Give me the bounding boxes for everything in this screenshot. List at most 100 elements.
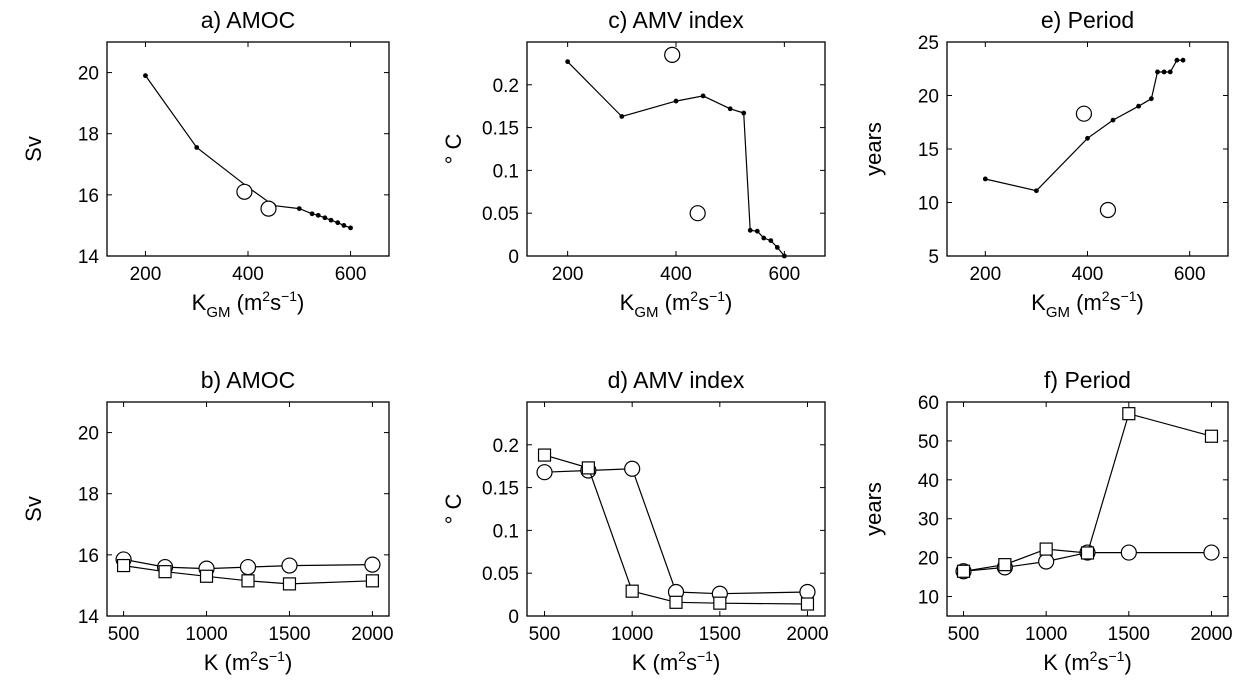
data-point-square: [241, 574, 255, 588]
y-tick-label: 18: [78, 125, 99, 146]
x-axis-label: KGM (m2s−1): [620, 288, 733, 321]
y-tick-label: 30: [918, 510, 939, 531]
y-tick-label: 50: [918, 432, 939, 453]
chart-title: c) AMV index: [608, 7, 744, 33]
data-point-square: [581, 461, 595, 475]
y-tick-label: 20: [78, 64, 99, 85]
y-tick-label: 20: [78, 424, 99, 445]
data-point-circle: [536, 464, 553, 481]
data-point-dot: [348, 225, 353, 231]
data-point-square: [800, 597, 815, 611]
data-point-dot: [747, 227, 753, 233]
series-line: [145, 75, 351, 229]
plot-frame: [526, 41, 826, 257]
x-tick-label: 400: [232, 264, 264, 285]
data-point-dot: [741, 110, 747, 116]
y-tick-label: 40: [918, 471, 939, 492]
x-axis-label: KGM (m2s−1): [1031, 288, 1144, 321]
x-axis-label: K (m2s−1): [1043, 648, 1132, 675]
data-point-dot: [1155, 69, 1160, 75]
series-0: [982, 57, 1186, 194]
data-point-dot: [1110, 117, 1116, 123]
data-point-circle: [1075, 105, 1093, 122]
chart-title: d) AMV index: [608, 367, 745, 393]
data-point-square: [998, 558, 1012, 572]
series-1: [664, 46, 706, 222]
y-axis-label: Sv: [21, 136, 46, 162]
x-tick-label: 1500: [699, 624, 741, 645]
x-tick-label: 200: [552, 264, 584, 285]
data-point-square: [669, 595, 683, 609]
x-axis-label: KGM (m2s−1): [192, 288, 305, 321]
data-point-circle: [624, 460, 641, 477]
y-tick-label: 0: [508, 607, 519, 628]
y-tick-label: 0.15: [482, 119, 519, 140]
data-point-circle: [1120, 544, 1137, 561]
y-axis-label: Sv: [21, 496, 46, 522]
series-1: [956, 407, 1219, 578]
data-point-dot: [1085, 135, 1090, 141]
y-tick-label: 60: [918, 393, 939, 414]
x-tick-label: 500: [948, 624, 980, 645]
x-tick-label: 1000: [1025, 624, 1067, 645]
data-point-dot: [335, 220, 341, 226]
data-point-dot: [341, 223, 347, 228]
x-tick-label: 2000: [786, 624, 828, 645]
data-point-dot: [754, 228, 760, 234]
data-point-dot: [774, 245, 780, 250]
series-1: [537, 448, 815, 611]
x-tick-label: 500: [108, 624, 140, 645]
x-tick-label: 2000: [351, 624, 393, 645]
series-1: [236, 183, 277, 217]
series-line: [567, 61, 785, 257]
data-point-square: [158, 565, 172, 579]
data-point-dot: [1148, 96, 1154, 102]
chart-title: b) AMOC: [201, 367, 296, 393]
chart-panel-d: d) AMV index 500 1000 1500 2000 0 0.05 0.1 0.15 0…: [441, 367, 829, 675]
data-point-square: [199, 569, 214, 583]
series-1: [1075, 105, 1117, 219]
chart-title: e) Period: [1041, 7, 1134, 33]
chart-panel-f: f) Period 500 1000 1500 2000 10 20 30 40 50 60 year…: [861, 367, 1233, 675]
chart-panel-c: c) AMV index 200 400 600 0 0.05 0.1 0.15 0.2 ° C K…: [441, 7, 826, 321]
x-tick-label: 500: [529, 624, 561, 645]
y-tick-label: 18: [78, 485, 99, 506]
x-tick-label: 1500: [268, 624, 310, 645]
data-point-circle: [1038, 553, 1055, 570]
data-point-dot: [1161, 69, 1167, 75]
x-tick-label: 1000: [611, 624, 653, 645]
data-point-square: [1039, 542, 1053, 556]
data-point-square: [282, 577, 297, 591]
data-point-circle: [1203, 544, 1220, 561]
data-point-dot: [761, 235, 767, 241]
series-line: [985, 59, 1183, 192]
data-point-square: [713, 596, 727, 610]
data-point-dot: [1034, 188, 1039, 194]
x-tick-label: 1000: [185, 624, 227, 645]
data-point-circle: [689, 205, 706, 222]
y-tick-label: 20: [918, 549, 939, 570]
y-axis-label: ° C: [441, 133, 466, 164]
series-line: [544, 454, 808, 605]
data-point-dot: [700, 93, 706, 99]
y-tick-label: 10: [918, 588, 939, 609]
data-point-dot: [328, 217, 334, 223]
y-tick-label: 5: [928, 247, 939, 268]
y-tick-label: 0.05: [482, 564, 519, 585]
series-1: [116, 558, 380, 591]
data-point-dot: [565, 59, 571, 65]
y-tick-label: 0.15: [482, 479, 519, 500]
series-line: [963, 412, 1212, 572]
series-0: [115, 551, 381, 577]
x-axis-label: K (m2s−1): [632, 648, 721, 675]
plot-frame: [106, 41, 390, 257]
data-point-square: [1122, 407, 1136, 421]
chart-title: a) AMOC: [201, 7, 296, 33]
data-point-dot: [1167, 69, 1173, 75]
y-tick-label: 0.2: [493, 436, 519, 457]
data-point-square: [1204, 429, 1219, 443]
data-point-square: [365, 574, 380, 588]
data-point-dot: [315, 212, 321, 218]
data-point-circle: [260, 200, 277, 217]
y-axis-label: ° C: [441, 493, 466, 524]
